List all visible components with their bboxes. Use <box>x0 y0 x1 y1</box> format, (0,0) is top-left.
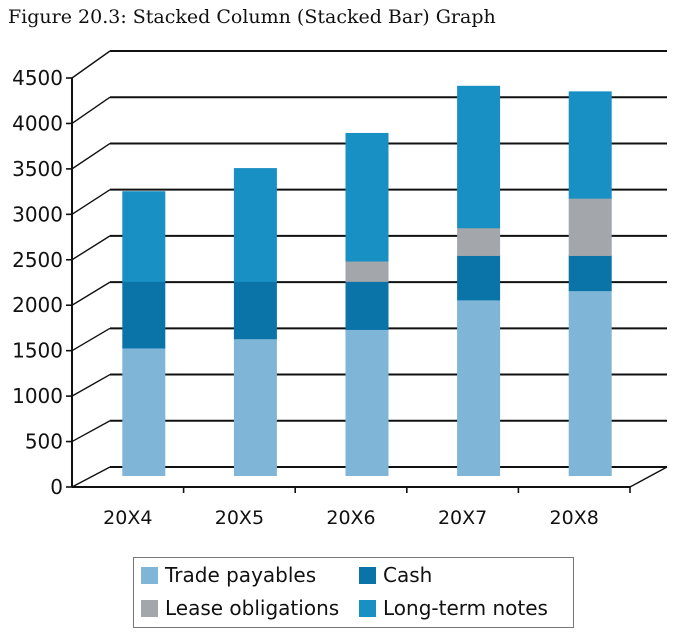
x-tick-label: 20X7 <box>438 507 487 529</box>
floor-right-edge <box>629 466 668 488</box>
bar-segment-trade-payables <box>457 299 501 476</box>
legend-label: Lease obligations <box>165 596 340 620</box>
legend-item-cash: Cash <box>359 563 432 587</box>
legend-swatch-lease-obligations <box>141 599 158 617</box>
y-tick-label: 1500 <box>12 339 63 363</box>
tick-labels: 0 500 1000 1500 2000 2500 3000 3500 4000 4500 20X4… <box>12 66 599 529</box>
legend-swatch-trade-payables <box>141 566 158 584</box>
x-tick-label: 20X4 <box>103 507 152 529</box>
legend-item-lease-obligations: Lease obligations <box>141 596 339 620</box>
x-tick-label: 20X5 <box>215 507 264 529</box>
y-tick-label: 0 <box>50 475 63 499</box>
bar-segment-long-term-notes <box>345 132 389 262</box>
legend-label: Long-term notes <box>383 596 548 620</box>
axes <box>66 77 668 493</box>
gridline-diagonal <box>71 420 111 443</box>
gridline-diagonal <box>71 373 111 397</box>
bar-segment-trade-payables <box>568 290 612 476</box>
y-tick-label: 4500 <box>12 66 63 90</box>
gridline-diagonal <box>71 142 111 170</box>
y-tick-label: 3000 <box>12 202 63 226</box>
bar-segment-long-term-notes <box>568 91 612 199</box>
bar-segment-trade-payables <box>122 347 166 476</box>
legend-swatch-long-term-notes <box>359 599 376 617</box>
bar-segment-long-term-notes <box>233 168 277 282</box>
gridline-diagonal <box>71 327 111 352</box>
legend-item-trade-payables: Trade payables <box>141 563 316 587</box>
figure-title: Figure 20.3: Stacked Column (Stacked Bar… <box>8 6 496 28</box>
stacked-bar-chart: 0 500 1000 1500 2000 2500 3000 3500 4000 4500 20X4… <box>12 50 668 529</box>
bar-segment-cash <box>233 280 277 340</box>
x-tick-label: 20X8 <box>550 507 599 529</box>
gridline-diagonal <box>71 50 111 79</box>
y-tick-label: 500 <box>25 430 63 454</box>
bar-segment-cash <box>568 254 612 292</box>
gridline-diagonal <box>71 466 111 488</box>
bar-segment-trade-payables <box>233 338 277 476</box>
bar-segment-long-term-notes <box>122 191 166 282</box>
y-tick-label: 4000 <box>12 111 63 135</box>
gridline-diagonal <box>71 281 111 306</box>
bar-segment-lease-obligations <box>457 227 501 256</box>
bar-segment-cash <box>457 254 501 301</box>
bars <box>122 85 612 476</box>
bar-segment-cash <box>345 280 389 330</box>
bar-segment-lease-obligations <box>345 260 389 282</box>
legend-swatch-cash <box>359 566 376 584</box>
bar-segment-cash <box>122 280 166 349</box>
bar-segment-lease-obligations <box>568 197 612 256</box>
y-tick-label: 2500 <box>12 248 63 272</box>
bar-segment-long-term-notes <box>457 85 501 229</box>
y-tick-label: 3500 <box>12 157 63 181</box>
bar-segment-trade-payables <box>345 328 389 476</box>
legend-label: Trade payables <box>165 563 317 587</box>
gridline-diagonal <box>71 96 111 125</box>
gridline-diagonal <box>71 235 111 261</box>
gridline-diagonal <box>71 189 111 215</box>
x-tick-label: 20X6 <box>326 507 375 529</box>
legend-label: Cash <box>383 563 433 587</box>
chart-legend: Trade payables Cash Lease obligations Lo… <box>133 557 574 628</box>
legend-item-long-term-notes: Long-term notes <box>359 596 548 620</box>
y-tick-label: 1000 <box>12 384 63 408</box>
y-tick-label: 2000 <box>12 293 63 317</box>
